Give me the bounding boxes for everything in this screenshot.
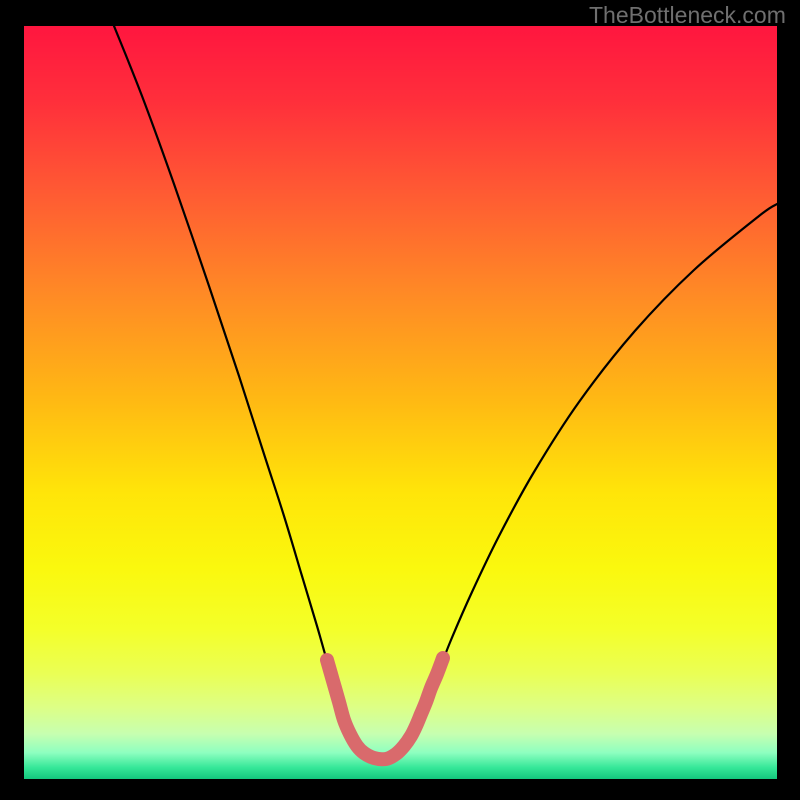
attribution-label: TheBottleneck.com <box>589 2 786 29</box>
chart-svg <box>24 26 777 779</box>
chart-frame <box>24 26 777 779</box>
gradient-background <box>24 26 777 779</box>
